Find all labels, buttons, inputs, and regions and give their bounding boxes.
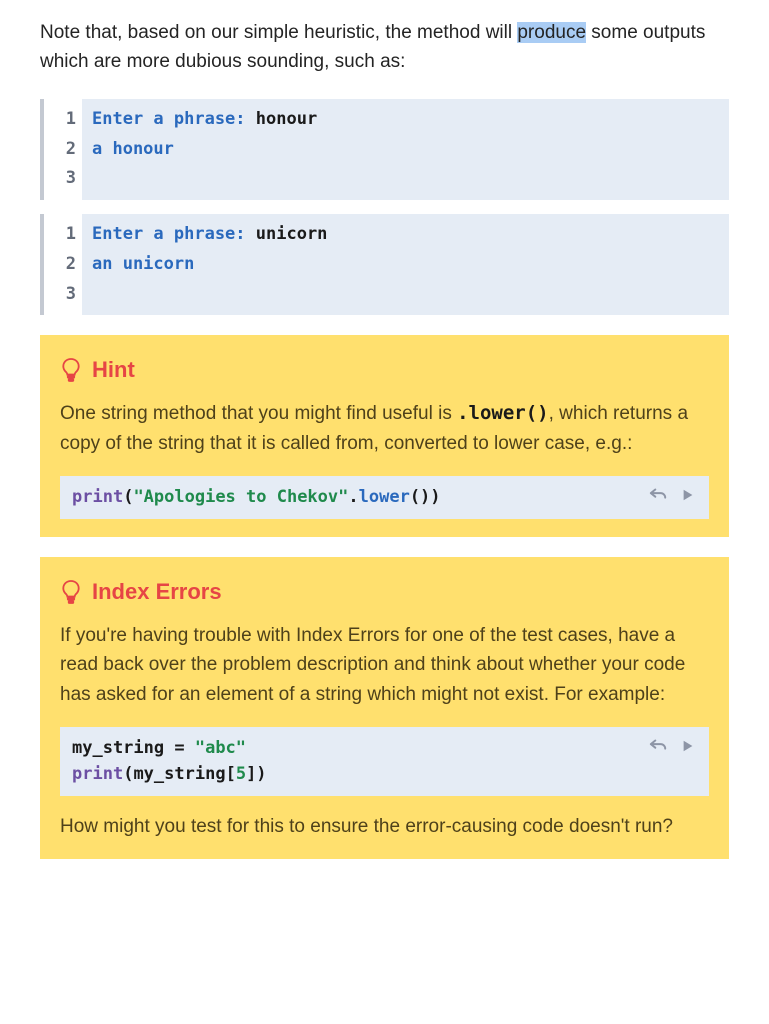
play-icon[interactable] (681, 735, 699, 751)
token-paren: ()) (410, 487, 441, 507)
token-method: lower (359, 487, 410, 507)
token-variable: my_string (133, 764, 225, 784)
output-text: an unicorn (92, 254, 194, 274)
code-line: a honour (92, 135, 719, 165)
inline-code: .lower() (457, 402, 549, 424)
user-input: unicorn (246, 224, 328, 244)
token-assign: = (164, 738, 195, 758)
token-dot: . (348, 487, 358, 507)
token-number: 5 (236, 764, 246, 784)
token-string: "abc" (195, 738, 246, 758)
code-line: Enter a phrase: unicorn (92, 220, 719, 250)
hint-box-index-errors: Index Errors If you're having trouble wi… (40, 557, 729, 860)
user-input: honour (246, 109, 318, 129)
code-lines: Enter a phrase: honour a honour (82, 99, 729, 200)
prompt-text: Enter a phrase: (92, 224, 246, 244)
token-paren: ( (123, 764, 133, 784)
lightbulb-icon (60, 357, 82, 383)
token-variable: my_string (72, 738, 164, 758)
code-line: print(my_string[5]) (72, 761, 697, 787)
token-string: "Apologies to Chekov" (133, 487, 348, 507)
line-number: 1 (50, 220, 76, 250)
intro-pre: Note that, based on our simple heuristic… (40, 22, 517, 43)
undo-icon[interactable] (649, 484, 667, 500)
hint-code-block: my_string = "abc" print(my_string[5]) (60, 727, 709, 796)
token-bracket: [ (226, 764, 236, 784)
code-example-2: 1 2 3 Enter a phrase: unicorn an unicorn (40, 214, 729, 315)
hint-box-hint: Hint One string method that you might fi… (40, 335, 729, 536)
code-actions (649, 735, 699, 751)
code-example-1: 1 2 3 Enter a phrase: honour a honour (40, 99, 729, 200)
play-icon[interactable] (681, 484, 699, 500)
code-lines: Enter a phrase: unicorn an unicorn (82, 214, 729, 315)
line-gutter: 1 2 3 (44, 99, 82, 200)
code-line: my_string = "abc" (72, 735, 697, 761)
hint-body: If you're having trouble with Index Erro… (60, 621, 709, 709)
code-actions (649, 484, 699, 500)
token-function: print (72, 487, 123, 507)
lightbulb-icon (60, 579, 82, 605)
code-line: an unicorn (92, 250, 719, 280)
hint-title: Hint (92, 353, 135, 387)
hint-text-pre: One string method that you might find us… (60, 403, 457, 424)
hint-after-text: How might you test for this to ensure th… (60, 812, 709, 841)
line-number: 3 (50, 280, 76, 310)
token-paren: ( (123, 487, 133, 507)
token-function: print (72, 764, 123, 784)
hint-title: Index Errors (92, 575, 222, 609)
undo-icon[interactable] (649, 735, 667, 751)
hint-code-block: print("Apologies to Chekov".lower()) (60, 476, 709, 518)
hint-header: Index Errors (60, 575, 709, 609)
line-number: 3 (50, 164, 76, 194)
prompt-text: Enter a phrase: (92, 109, 246, 129)
hint-header: Hint (60, 353, 709, 387)
line-number: 2 (50, 135, 76, 165)
line-number: 2 (50, 250, 76, 280)
intro-paragraph: Note that, based on our simple heuristic… (40, 18, 729, 77)
hint-body: One string method that you might find us… (60, 399, 709, 458)
output-text: a honour (92, 139, 174, 159)
highlighted-word: produce (517, 22, 586, 43)
code-line: Enter a phrase: honour (92, 105, 719, 135)
token-bracket: ]) (246, 764, 266, 784)
line-number: 1 (50, 105, 76, 135)
line-gutter: 1 2 3 (44, 214, 82, 315)
